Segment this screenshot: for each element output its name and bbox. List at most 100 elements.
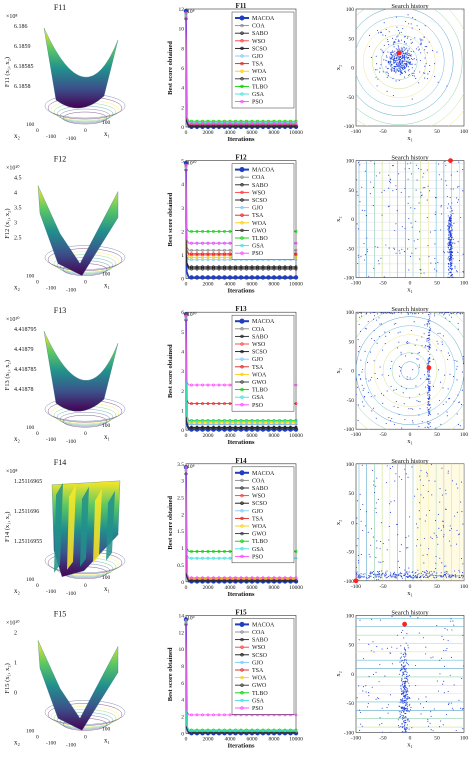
convergence-marker [234, 729, 237, 733]
search-xtick: 0 [409, 281, 412, 287]
convergence-marker [190, 713, 193, 717]
search-point [376, 342, 378, 344]
legend-box [231, 314, 295, 412]
search-point [405, 661, 408, 663]
search-point [401, 693, 403, 695]
search-point [404, 727, 406, 729]
search-point [428, 387, 431, 389]
convergence-ytick: 3 [181, 369, 184, 375]
search-point [370, 312, 372, 314]
search-ytick: -50 [347, 701, 355, 707]
search-point [377, 571, 380, 573]
search-point [406, 342, 408, 344]
search-point [389, 367, 392, 370]
search-point [405, 701, 407, 703]
search-point [426, 475, 428, 477]
convergence-marker [201, 252, 204, 256]
search-xtick: -50 [379, 129, 387, 135]
convergence-marker [228, 122, 232, 125]
search-point [448, 257, 451, 260]
convergence-marker [201, 248, 204, 252]
search-point [368, 643, 370, 646]
search-point [400, 72, 402, 74]
legend-label: WSO [252, 190, 266, 196]
convergence-marker [190, 556, 193, 560]
convergence-marker [245, 122, 248, 125]
search-point [446, 415, 448, 417]
convergence-xtick: 0 [185, 736, 188, 742]
search-best-point [396, 50, 402, 56]
search-point [439, 575, 441, 577]
convergence-ytick: 0 [181, 731, 184, 737]
convergence-marker [217, 402, 221, 406]
search-point [378, 561, 380, 563]
search-point [378, 32, 380, 34]
legend-label: SABO [252, 31, 269, 37]
convergence-marker [217, 122, 221, 125]
legend-marker [240, 31, 244, 35]
search-point [429, 320, 431, 322]
search-point [420, 196, 422, 198]
search-point [401, 668, 403, 670]
convergence-marker [212, 550, 215, 553]
search-point [395, 54, 397, 56]
search-point [376, 29, 379, 32]
search-point [437, 413, 439, 415]
convergence-marker [228, 267, 232, 271]
search-point [393, 41, 395, 43]
search-point [404, 731, 406, 733]
search-point [427, 398, 430, 401]
legend-label: SABO [252, 638, 269, 644]
search-point [368, 380, 370, 382]
search-point [383, 276, 385, 278]
search-point [391, 663, 393, 665]
search-point [393, 500, 395, 502]
search-point [389, 52, 391, 54]
search-xlabel: x₁ [407, 287, 413, 294]
search-point [449, 267, 451, 269]
search-point [395, 60, 397, 62]
search-point [427, 373, 429, 375]
search-point [440, 529, 442, 531]
search-point [408, 168, 410, 170]
search-point [445, 317, 447, 319]
search-point [404, 724, 406, 726]
search-point [457, 322, 459, 325]
search-point [401, 722, 403, 725]
search-point [380, 619, 382, 621]
search-point [438, 174, 440, 176]
search-point [422, 312, 424, 314]
search-point [459, 259, 461, 262]
convergence-marker [206, 122, 210, 125]
search-point [388, 63, 390, 65]
search-contours [356, 618, 464, 728]
convergence-title: F15 [235, 608, 247, 616]
convergence-marker [294, 731, 298, 734]
search-point [369, 575, 371, 577]
search-point [427, 323, 429, 325]
search-point [451, 260, 453, 262]
search-point [400, 687, 402, 689]
search-point [417, 352, 419, 354]
surface-xtick: -100 [66, 742, 76, 748]
search-point [448, 263, 450, 265]
convergence-marker [234, 267, 237, 271]
search-point [402, 700, 404, 703]
search-point [419, 703, 422, 705]
search-ylabel: x₂ [335, 368, 342, 374]
search-point [403, 574, 405, 576]
search-point [402, 715, 404, 717]
search-point [369, 351, 372, 353]
search-point [404, 572, 406, 575]
search-point [381, 707, 383, 709]
search-point [364, 350, 366, 352]
search-point [450, 188, 452, 190]
convergence-marker [272, 122, 276, 125]
search-point [420, 494, 422, 496]
search-point [410, 162, 412, 164]
search-point [410, 42, 412, 44]
search-point [407, 66, 409, 68]
search-point [434, 574, 436, 576]
search-point [356, 517, 358, 519]
search-xtick: 100 [460, 584, 469, 590]
